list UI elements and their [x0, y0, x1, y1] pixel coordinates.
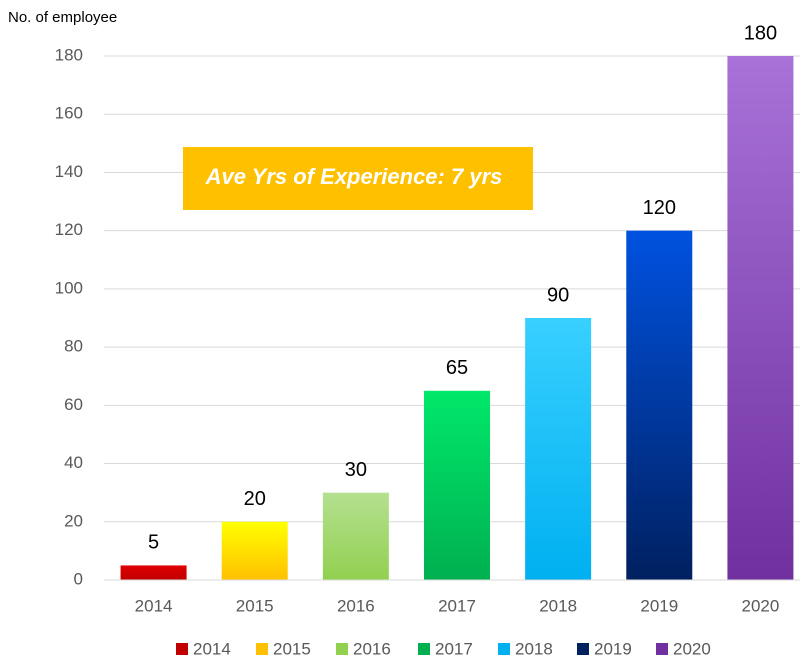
y-tick-label: 100	[55, 278, 83, 297]
x-tick-label: 2019	[640, 596, 678, 615]
data-label: 65	[446, 357, 468, 379]
y-tick-label: 140	[55, 162, 83, 181]
x-tick-label: 2020	[742, 596, 780, 615]
annotation: Ave Yrs of Experience: 7 yrs	[205, 164, 503, 189]
y-axis-label: No. of employee	[8, 9, 117, 26]
bar	[221, 521, 288, 580]
bar	[727, 56, 794, 580]
x-tick-label: 2015	[236, 596, 274, 615]
y-tick-label: 0	[74, 569, 83, 588]
legend-swatch	[256, 643, 268, 655]
y-tick-label: 180	[55, 45, 83, 64]
legend-label: 2020	[673, 639, 711, 658]
data-label: 180	[744, 22, 777, 44]
bar	[322, 492, 389, 580]
legend-label: 2017	[435, 639, 473, 658]
data-label: 30	[345, 459, 367, 481]
y-tick-label: 60	[64, 395, 83, 414]
bar	[424, 390, 490, 580]
legend-swatch	[577, 643, 589, 655]
bar	[525, 318, 592, 580]
legend-swatch	[656, 643, 668, 655]
data-label: 20	[244, 488, 266, 510]
legend-label: 2018	[515, 639, 553, 658]
legend-label: 2015	[273, 639, 311, 658]
bar	[120, 565, 187, 580]
legend-swatch	[176, 643, 188, 655]
y-tick-label: 40	[64, 453, 83, 472]
data-label: 5	[148, 532, 159, 554]
legend-label: 2014	[193, 639, 231, 658]
annotation-box	[183, 147, 533, 210]
legend-label: 2019	[594, 639, 632, 658]
data-label: 120	[643, 197, 676, 219]
legend-label: 2016	[353, 639, 391, 658]
legend-swatch	[418, 643, 430, 655]
x-tick-label: 2014	[135, 596, 173, 615]
legend-swatch	[336, 643, 348, 655]
y-tick-label: 20	[64, 511, 83, 530]
x-tick-label: 2017	[438, 596, 476, 615]
x-tick-label: 2018	[539, 596, 577, 615]
bar	[626, 230, 693, 580]
y-tick-label: 120	[55, 220, 83, 239]
data-label: 90	[547, 284, 569, 306]
x-tick-label: 2016	[337, 596, 375, 615]
y-tick-label: 80	[64, 337, 83, 356]
y-tick-label: 160	[55, 104, 83, 123]
legend-swatch	[498, 643, 510, 655]
